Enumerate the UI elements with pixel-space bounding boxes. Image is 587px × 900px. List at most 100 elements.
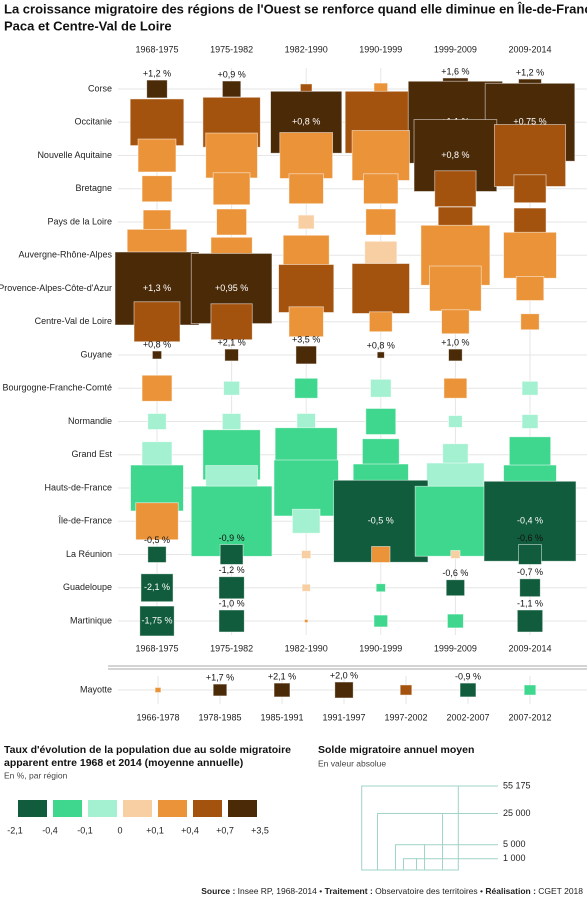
legend-bound: -0,4 [42,825,58,835]
square [273,459,339,517]
square [141,374,173,402]
square [297,214,315,230]
rate-label: -0,5 % [144,535,170,545]
square [516,609,544,633]
square [459,682,477,698]
column-footer: 1968-1975 [135,643,178,653]
rate-label: -0,6 % [442,568,468,578]
legend-title: apparent entre 1968 et 2014 (moyenne ann… [4,757,243,769]
column-header: 1999-2009 [434,44,477,54]
square [521,380,539,396]
square [450,550,461,559]
column-header: 1968-1975 [135,44,178,54]
rate-label: +0,8 % [292,117,320,127]
legend-bound: -2,1 [7,825,23,835]
rate-label: +0,9 % [217,69,245,79]
column-header: 1975-1982 [210,44,253,54]
column-footer: 1985-1991 [260,712,303,722]
rate-label: +0,95 % [215,283,248,293]
square [154,687,162,693]
legend-bound: 0 [117,825,122,835]
row-label: La Réunion [66,549,112,559]
legend-swatch [123,800,152,817]
rate-label: -1,75 % [141,615,172,625]
rate-label: +1,7 % [206,672,234,682]
square [414,485,497,557]
square [301,550,312,559]
source-text: Observatoire des territoires • [373,886,486,896]
rate-label: +0,8 % [143,339,171,349]
column-footer: 2007-2012 [508,712,551,722]
square [222,413,242,430]
square [288,306,324,338]
rate-label: +1,2 % [143,68,171,78]
rate-label: +0,8 % [367,340,395,350]
rate-label: -0,7 % [517,567,543,577]
row-label: Guadeloupe [63,582,112,592]
column-footer: 1978-1985 [198,712,241,722]
row-label: Normandie [68,416,112,426]
square [223,380,240,396]
square [441,309,470,335]
square [140,573,174,603]
row-label: Bretagne [75,183,112,193]
square [443,377,468,399]
square [212,172,251,206]
column-footer: 2002-2007 [446,712,489,722]
legend-swatch [158,800,187,817]
column-header: 1990-1999 [359,44,402,54]
legend-label: 25 000 [503,808,531,818]
square [139,605,175,637]
column-footer: 1982-1990 [285,643,328,653]
square [224,348,239,362]
square [373,614,389,628]
legend-square [394,844,426,871]
square [445,579,465,597]
row-label: Provence-Alpes-Côte-d'Azur [0,283,112,293]
square [222,80,242,98]
square [210,303,253,341]
rate-label: -0,9 % [219,533,245,543]
column-footer: 1990-1999 [359,643,402,653]
rate-label: -1,1 % [517,598,543,608]
row-label: Hauts-de-France [44,482,112,492]
row-label: Centre-Val de Loire [35,316,112,326]
column-footer: 1966-1978 [136,712,179,722]
rate-label: +1,3 % [143,283,171,293]
rate-label: +2,0 % [330,670,358,680]
rate-label: -2,1 % [144,582,170,592]
source-key: Source : [201,886,235,896]
square [365,208,397,236]
square [399,684,413,696]
row-label: Nouvelle Aquitaine [37,150,112,160]
rate-label: +0,8 % [441,150,469,160]
square [351,263,410,314]
square [503,231,557,279]
column-footer: 1999-2009 [434,643,477,653]
square [304,619,309,623]
source-key: Traitement : [325,886,373,896]
legend-title: Taux d'évolution de la population due au… [4,744,291,756]
square [296,413,316,430]
row-label: Bourgogne-Franche-Comté [2,383,112,393]
legend-bound: +0,4 [181,825,199,835]
square [212,683,228,697]
row-label: Corse [88,83,112,93]
square [147,546,167,563]
chart-title: La croissance migratoire des régions de … [4,1,587,16]
rate-label: -0,5 % [368,516,394,526]
square [137,138,177,173]
square [513,207,547,237]
legend-square [361,785,459,871]
square [219,544,244,565]
square [278,264,335,313]
legend-title: Solde migratoire annuel moyen [318,744,474,756]
legend-swatch [18,800,47,817]
row-label: Pays de la Loire [47,216,112,226]
square [129,98,185,146]
legend-label: 5 000 [503,839,526,849]
rate-label: +1,2 % [516,67,544,77]
square [363,173,399,205]
rate-label: -0,4 % [517,516,543,526]
square [295,345,317,365]
